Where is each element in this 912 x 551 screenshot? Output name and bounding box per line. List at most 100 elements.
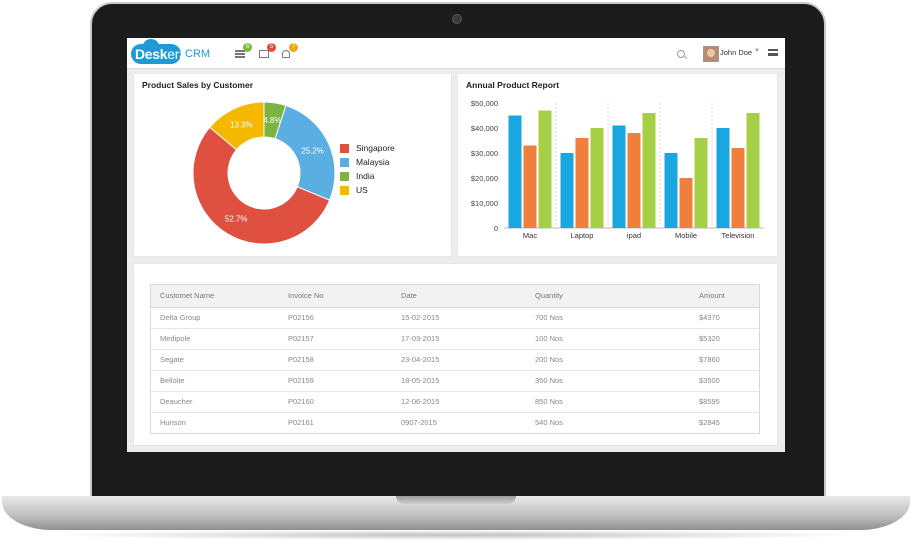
bar-television-series-1[interactable]: [716, 128, 730, 228]
tasks-list-icon[interactable]: [235, 50, 245, 58]
pie-slice-label: 25.2%: [301, 147, 324, 156]
bar-mobile-series-1[interactable]: [664, 153, 678, 228]
header-date[interactable]: Date: [401, 291, 417, 300]
cell-customer-name: Hunson: [160, 418, 186, 427]
search-icon[interactable]: [677, 50, 685, 58]
bell-icon[interactable]: [282, 50, 290, 58]
table-row[interactable]: Segate P02158 23-04-2015 200 Nos $7860: [151, 350, 759, 371]
table-row[interactable]: Belloite P02159 18-05-2015 350 Nos $3500: [151, 371, 759, 392]
y-tick-label: $30,000: [471, 149, 498, 158]
chevron-down-icon[interactable]: ▼: [754, 48, 760, 54]
legend-label: Singapore: [356, 143, 395, 153]
cell-quantity: 540 Nos: [535, 418, 563, 427]
table-row[interactable]: Deaucher P02160 12-06-2015 850 Nos $8595: [151, 392, 759, 413]
y-tick-label: $50,000: [471, 99, 498, 108]
avatar[interactable]: [703, 46, 719, 62]
legend-label: Malaysia: [356, 157, 390, 167]
bar-chart: 0 $10,000 $20,000 $30,000 $40,000 $50,000 Mac L…: [471, 99, 764, 240]
mail-badge: 5: [267, 43, 276, 52]
bar-laptop-series-3[interactable]: [590, 128, 604, 228]
laptop-base-notch: [396, 496, 516, 504]
cell-invoice-no: P02159: [288, 376, 314, 385]
header-amount[interactable]: Amount: [699, 291, 725, 300]
invoice-table-card: Customet Name Invoice No Date Quantity A…: [134, 264, 777, 445]
legend-label: India: [356, 171, 375, 181]
table-row[interactable]: Delta Group P02156 15-02-2015 700 Nos $4370: [151, 308, 759, 329]
cell-amount: $8595: [699, 397, 720, 406]
product-sales-card: Product Sales by Customer 4.8% 25.2% 52.7%…: [134, 74, 451, 256]
cell-quantity: 200 Nos: [535, 355, 563, 364]
cell-date: 0907-2015: [401, 418, 437, 427]
bar-television-series-2[interactable]: [731, 148, 745, 228]
app-screen: Deskera CRM 6 5 7 John Doe ▼ Product Sal…: [127, 38, 785, 452]
bar-card-title: Annual Product Report: [466, 80, 560, 90]
bar-mac-series-1[interactable]: [508, 115, 522, 229]
pie-slice-label: 52.7%: [225, 215, 248, 224]
cell-amount: $4370: [699, 313, 720, 322]
cell-date: 15-02-2015: [401, 313, 440, 322]
logo-cloud-icon: [131, 39, 181, 64]
bar-television-series-3[interactable]: [746, 113, 760, 228]
cell-quantity: 100 Nos: [535, 334, 563, 343]
cell-invoice-no: P02158: [288, 355, 314, 364]
cell-quantity: 850 Nos: [535, 397, 563, 406]
table-header: Customet Name Invoice No Date Quantity A…: [151, 285, 759, 308]
cell-date: 18-05-2015: [401, 376, 440, 385]
cell-date: 12-06-2015: [401, 397, 440, 406]
camera: [452, 14, 462, 24]
bar-laptop-series-1[interactable]: [560, 153, 574, 228]
y-tick-label: $20,000: [471, 174, 498, 183]
table-body: Delta Group P02156 15-02-2015 700 Nos $4370 M…: [151, 308, 759, 433]
cell-amount: $7860: [699, 355, 720, 364]
cell-customer-name: Segate: [160, 355, 184, 364]
table-row[interactable]: Hunson P02161 0907-2015 540 Nos $2845: [151, 413, 759, 433]
donut-chart: 4.8% 25.2% 52.7% 13.3%: [192, 101, 336, 245]
cell-amount: $5320: [699, 334, 720, 343]
legend-swatch: [340, 158, 349, 167]
cell-invoice-no: P02161: [288, 418, 314, 427]
x-tick-label: Mac: [523, 231, 537, 240]
cell-customer-name: Belloite: [160, 376, 185, 385]
bar-laptop-series-2[interactable]: [575, 138, 589, 228]
header-quantity[interactable]: Quantity: [535, 291, 563, 300]
pie-slice-label: 4.8%: [263, 116, 281, 125]
tasks-badge: 6: [243, 43, 252, 52]
cell-invoice-no: P02157: [288, 334, 314, 343]
legend-swatch: [340, 144, 349, 153]
cell-customer-name: Delta Group: [160, 313, 201, 322]
annual-report-card: Annual Product Report 0 $10,000 $20,000 $30…: [458, 74, 777, 256]
pie-slice-label: 13.3%: [230, 120, 253, 129]
invoice-table: Customet Name Invoice No Date Quantity A…: [150, 284, 760, 434]
cell-invoice-no: P02156: [288, 313, 314, 322]
x-tick-label: Television: [722, 231, 755, 240]
table-row[interactable]: Medipole P02157 17-03-2015 100 Nos $5320: [151, 329, 759, 350]
bar-mac-series-2[interactable]: [523, 145, 537, 229]
mail-icon[interactable]: [259, 50, 269, 58]
bar-ipad-series-3[interactable]: [642, 113, 656, 228]
logo-suffix: CRM: [185, 48, 211, 60]
logo-text: Deskera: [135, 46, 187, 62]
pie-slice-malaysia[interactable]: [274, 104, 336, 201]
header-invoice-no[interactable]: Invoice No: [288, 291, 324, 300]
legend-label: US: [356, 185, 368, 195]
bar-mobile-series-3[interactable]: [694, 138, 708, 228]
header-customer-name[interactable]: Customet Name: [160, 291, 215, 300]
pie-slice-singapore[interactable]: [192, 126, 331, 245]
cell-date: 17-03-2015: [401, 334, 440, 343]
x-tick-label: Laptop: [571, 231, 594, 240]
y-tick-label: 0: [494, 224, 498, 233]
cell-amount: $3500: [699, 376, 720, 385]
notifications-badge: 7: [289, 43, 298, 52]
bar-mobile-series-2[interactable]: [679, 178, 693, 228]
bar-mac-series-3[interactable]: [538, 110, 552, 229]
hamburger-menu-icon[interactable]: [768, 49, 778, 56]
user-name[interactable]: John Doe: [720, 48, 753, 57]
x-tick-label: Mobile: [675, 231, 697, 240]
cell-customer-name: Deaucher: [160, 397, 193, 406]
cell-quantity: 350 Nos: [535, 376, 563, 385]
top-bar: Deskera CRM 6 5 7 John Doe ▼: [127, 38, 785, 69]
bar-ipad-series-2[interactable]: [627, 133, 641, 228]
bar-ipad-series-1[interactable]: [612, 125, 626, 229]
pie-slice-us[interactable]: [209, 101, 265, 151]
x-tick-label: ipad: [627, 231, 641, 240]
